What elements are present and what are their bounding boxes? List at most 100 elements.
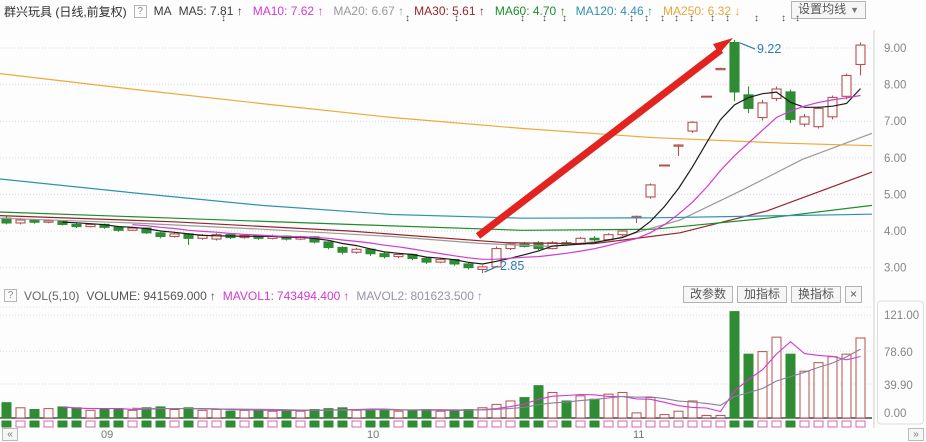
volume-bar [29,408,40,419]
line-MA10 [132,94,861,260]
ma-settings-label: 设置均线 [798,2,847,16]
candle [71,223,82,228]
signal-marker-icon: ↕ [660,13,665,24]
vol-indicator-label: VOL(5,10) [24,288,80,303]
scroll-left-button[interactable]: « [2,428,18,441]
volume-bar [645,397,656,419]
ma-settings-button[interactable]: 设置均线 ▼ [791,1,866,19]
candle [757,102,768,119]
volume-bar [183,407,194,419]
volume-bars [1,311,866,419]
peak-price-label: 9.22 [757,42,781,56]
line-MA30 [0,171,873,245]
mavol1-readout: MAVOL1: 743494.400 ↑ [222,288,350,303]
candle [463,263,474,269]
scroll-right-button[interactable]: » [908,428,924,441]
candlestick-series [1,39,866,274]
date-strip [1,420,866,428]
line-MAVOL2 [132,348,861,411]
volume-bar [743,353,754,419]
ma-legend-item-MA10: MA10: 7.62 ↑ [252,4,324,18]
signal-marker-icon: ↕ [542,13,547,24]
volume-bar [197,409,208,419]
ma-legend-item-MA5: MA5: 7.81 ↑ [178,4,243,18]
volume-bar [603,393,614,419]
candle [855,44,866,66]
volume-bar [211,408,222,419]
volume-readout: VOLUME: 941569.000 ↑ [86,288,216,303]
volume-bar [729,311,740,419]
volume-bar [561,400,572,419]
signal-marker-icon: ↕ [781,13,786,24]
switch-indicator-button[interactable]: 换指标 [790,286,841,303]
signal-marker-icon: ↕ [405,13,410,24]
volume-bar [407,409,418,419]
line-MA5 [62,88,861,265]
volume-bar [379,408,390,419]
candle [43,220,54,223]
volume-bar [477,407,488,419]
ma-legend: MA5: 7.81 ↑ MA10: 7.62 ↑ MA20: 6.67 ↑ MA30:… [179,4,741,18]
volume-bar [127,409,138,419]
candle [393,253,404,258]
candle [435,258,446,263]
volume-bar [57,406,68,419]
volume-bar [757,351,768,419]
volume-bar [71,407,82,419]
volume-bar [547,391,558,419]
volume-bar [99,408,110,419]
volume-bar [449,409,460,419]
volume-bar [533,385,544,419]
signal-marker-icon: ↕ [562,13,567,24]
volume-bar [701,414,712,419]
volume-bar [393,410,404,419]
change-params-button[interactable]: 改参数 [682,286,733,303]
volume-bar [351,409,362,419]
vol-help-icon[interactable]: ? [4,289,17,302]
close-icon[interactable]: × [844,286,862,303]
low-price-label: 2.85 [500,259,524,273]
volume-bar [659,414,670,419]
chevron-down-icon: ▼ [850,5,859,15]
candle [785,91,796,120]
volume-bar [337,407,348,419]
candle [29,219,40,223]
add-indicator-button[interactable]: 加指标 [736,286,787,303]
candle [799,116,810,125]
volume-header: ? VOL(5,10) VOLUME: 941569.000 ↑ MAVOL1: 74… [4,287,483,304]
up-arrow-icon: ↑ [476,288,483,303]
candle [211,234,222,240]
candle [813,107,824,128]
candle [113,226,124,231]
volume-axis-label: 78.60 [884,347,913,359]
signal-marker-icon: ↕ [454,13,459,24]
candle [743,94,754,109]
ma-group-label: MA [153,4,172,18]
price-axis-label: 8.00 [884,80,906,92]
signal-marker-icon: ↕ [795,13,800,24]
volume-bar [323,408,334,419]
price-axis-label: 3.00 [884,263,906,275]
candle [771,88,782,100]
month-label-11: 11 [633,429,645,441]
x-axis-bar: « 09 10 11 » [0,428,926,442]
up-arrow-icon: ↑ [209,288,216,303]
price-axis-label: 4.00 [884,226,906,238]
line-MA60 [0,204,873,231]
volume-bar [239,409,250,419]
candle [351,248,362,253]
volume-bar [813,362,824,419]
candle [715,67,726,71]
candle [645,184,656,198]
volume-bar [421,408,432,419]
volume-axis-label: 121.00 [884,310,919,322]
volume-bar [113,408,124,419]
line-MAVOL1 [62,340,861,413]
volume-bar [673,410,684,419]
volume-bar [15,407,26,419]
candle [169,233,180,238]
month-label-09: 09 [101,429,114,441]
volume-bar [617,391,628,419]
help-icon[interactable]: ? [133,4,147,18]
